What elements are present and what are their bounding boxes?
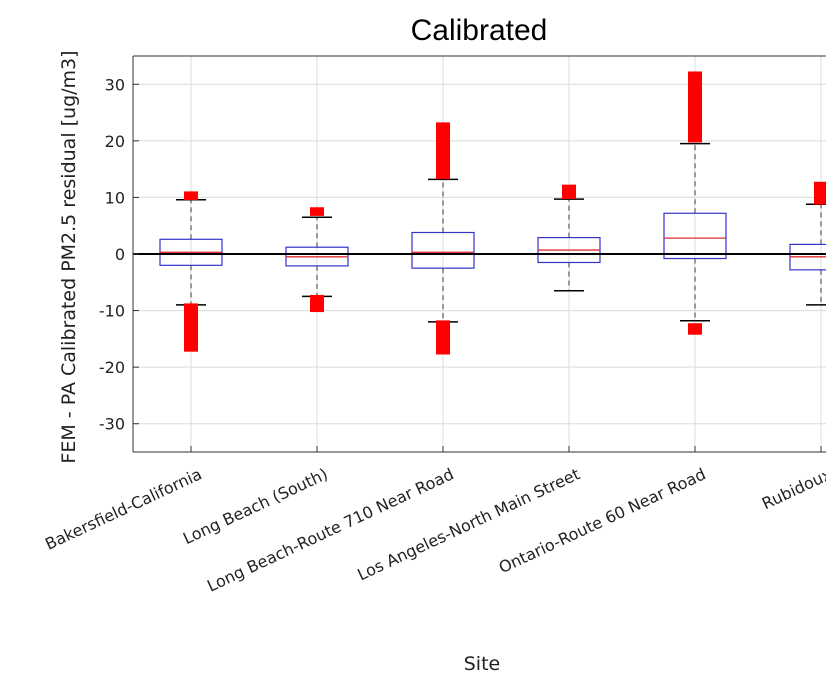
y-tick-label: 0 bbox=[115, 245, 125, 264]
y-tick-label: -10 bbox=[99, 302, 125, 321]
box-group bbox=[159, 191, 223, 352]
axis-layer: -30-20-100102030Bakersfield-CaliforniaLo… bbox=[42, 55, 826, 596]
chart-title: Calibrated bbox=[411, 14, 548, 47]
plot-layer bbox=[159, 71, 826, 355]
iqr-box bbox=[411, 231, 475, 269]
outlier-cluster bbox=[688, 71, 702, 143]
x-tick-label: Long Beach-Route 710 Near Road bbox=[204, 464, 456, 595]
x-tick-label: Ontario-Route 60 Near Road bbox=[496, 464, 709, 577]
outlier-cluster bbox=[562, 184, 576, 199]
outlier-cluster bbox=[814, 181, 826, 205]
y-axis-label: FEM - PA Calibrated PM2.5 residual [ug/m… bbox=[58, 50, 80, 463]
box-group bbox=[537, 184, 601, 292]
y-tick-label: 30 bbox=[105, 75, 125, 94]
y-tick-label: 20 bbox=[105, 132, 125, 151]
x-axis-label: Site bbox=[464, 653, 500, 675]
box-group bbox=[285, 207, 349, 313]
box-group bbox=[411, 122, 475, 355]
outlier-cluster bbox=[688, 323, 702, 335]
x-tick-label: Bakersfield-California bbox=[42, 464, 205, 553]
y-tick-label: -30 bbox=[99, 415, 125, 434]
x-tick-label: Rubidoux bbox=[759, 464, 826, 513]
outlier-cluster bbox=[436, 320, 450, 355]
outlier-cluster bbox=[310, 294, 324, 313]
x-tick-label: Los Angeles-North Main Street bbox=[354, 464, 582, 584]
outlier-cluster bbox=[310, 207, 324, 216]
y-tick-label: -20 bbox=[99, 358, 125, 377]
y-tick-label: 10 bbox=[105, 188, 125, 207]
outlier-cluster bbox=[436, 122, 450, 180]
box-group bbox=[663, 71, 727, 335]
outlier-cluster bbox=[184, 191, 198, 201]
outlier-cluster bbox=[184, 303, 198, 352]
iqr-box bbox=[663, 212, 727, 260]
